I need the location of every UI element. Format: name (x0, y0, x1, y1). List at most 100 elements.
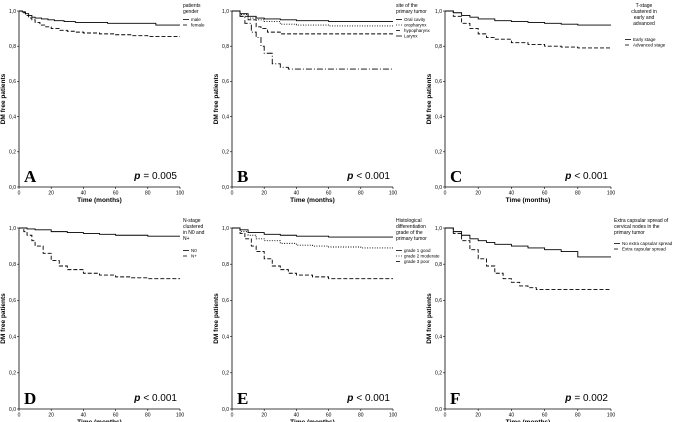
x-tick-label: 0 (231, 191, 234, 197)
x-tick-label: 20 (261, 413, 267, 419)
panel-a: 0,0 0,2 0,4 0,6 0,8 1,0 0 20 40 60 80 100 Time (mont… (0, 3, 205, 204)
x-tick-label: 100 (389, 413, 398, 419)
legend-entry: oropharynx (404, 23, 427, 28)
legend-title-line: Extra capsular spread of (614, 218, 669, 224)
x-tick-label: 80 (358, 191, 364, 197)
x-tick-label: 80 (358, 413, 364, 419)
y-axis-title: DM free patients (0, 73, 7, 124)
p-value: p < 0.001 (133, 393, 177, 404)
series-line-female (19, 10, 180, 37)
x-axis-title: Time (months) (290, 197, 335, 204)
y-tick-label: 0,2 (435, 150, 442, 156)
p-value-text: = 0.002 (574, 393, 608, 404)
legend-entry: Extra capsular spread (622, 247, 666, 252)
series-line-grade-1-good (232, 227, 393, 238)
legend-title-line: in N0 and (183, 230, 205, 236)
y-axis-title: DM free patients (213, 73, 220, 124)
p-value-symbol: p (346, 393, 353, 404)
x-tick-label: 60 (542, 191, 548, 197)
legend-entry: Larynx (404, 34, 418, 39)
y-tick-label: 0,8 (222, 44, 229, 50)
x-tick-label: 80 (145, 191, 151, 197)
y-tick-label: 0,2 (9, 150, 16, 156)
y-tick-label: 0,8 (435, 262, 442, 268)
p-value: p < 0.001 (346, 171, 390, 182)
p-value-text: < 0.001 (574, 171, 608, 182)
p-value-text: < 0.001 (356, 171, 390, 182)
y-tick-label: 0,2 (435, 371, 442, 377)
p-value-text: < 0.001 (143, 393, 177, 404)
p-value-text: = 0.005 (143, 171, 177, 182)
x-tick-label: 80 (575, 413, 581, 419)
series-line-grade-3-poor (232, 227, 393, 280)
x-tick-label: 40 (294, 191, 300, 197)
y-tick-label: 0,4 (9, 114, 16, 120)
p-value-symbol: p (564, 171, 571, 182)
y-axis-title: DM free patients (426, 73, 433, 124)
y-tick-label: 0,4 (435, 334, 442, 340)
legend-title-line: site of the (396, 3, 418, 9)
x-tick-label: 40 (509, 191, 515, 197)
x-tick-label: 100 (607, 413, 616, 419)
y-tick-label: 0,0 (435, 185, 442, 191)
panel-letter: F (450, 389, 460, 408)
y-tick-label: 0,2 (222, 150, 229, 156)
legend-title-line: differentiation (396, 224, 426, 230)
p-value-symbol: p (564, 393, 571, 404)
p-value: p = 0.002 (564, 393, 608, 404)
y-tick-label: 0,6 (9, 79, 16, 85)
x-tick-label: 60 (542, 413, 548, 419)
legend-entry: Oral cavity (404, 17, 426, 22)
x-tick-label: 60 (113, 413, 119, 419)
legend-title-line: cervical nodes in the (614, 224, 660, 230)
legend-title-line: N-stage (183, 218, 201, 224)
legend-title-line: primary tumor (396, 236, 427, 242)
series-line-n- (19, 227, 180, 280)
legend-title-line: T-stage (636, 3, 653, 9)
legend-entry: grade 2 moderate (404, 254, 440, 259)
x-tick-label: 0 (18, 191, 21, 197)
y-tick-label: 0,2 (9, 371, 16, 377)
legend-title-line: primary tumor (614, 230, 645, 236)
legend-title-line: N+ (183, 236, 190, 242)
x-axis-title: Time (months) (290, 419, 335, 422)
y-tick-label: 0,8 (435, 44, 442, 50)
series-line-extra-capsular-spread (445, 227, 611, 290)
panel-letter: C (450, 167, 462, 186)
y-tick-label: 1,0 (9, 226, 16, 232)
p-value-text: < 0.001 (356, 393, 390, 404)
panel-letter: D (24, 389, 36, 408)
y-tick-label: 1,0 (435, 9, 442, 15)
series-line-advanced-stage (445, 10, 611, 49)
legend-entry: female (191, 23, 205, 28)
y-tick-label: 0,4 (222, 334, 229, 340)
series-line-early-stage (445, 10, 611, 26)
x-tick-label: 0 (18, 413, 21, 419)
legend-entry: hypopharynx (404, 28, 431, 33)
x-tick-label: 40 (81, 191, 87, 197)
panel-letter: A (24, 167, 37, 186)
series-line-oropharynx (232, 10, 393, 27)
legend-title-line: patients (183, 3, 201, 9)
legend-title-line: early and (634, 15, 655, 21)
x-tick-label: 0 (444, 413, 447, 419)
x-axis-title: Time (months) (506, 419, 551, 422)
x-tick-label: 80 (145, 413, 151, 419)
x-tick-label: 80 (575, 191, 581, 197)
x-tick-label: 20 (48, 191, 54, 197)
legend-title-line: clustered (183, 224, 204, 230)
p-value: p = 0.005 (133, 171, 177, 182)
y-axis-title: DM free patients (213, 293, 220, 344)
y-tick-label: 0,4 (9, 334, 16, 340)
x-tick-label: 60 (326, 413, 332, 419)
series-line-oral-cavity (232, 10, 393, 23)
x-tick-label: 0 (444, 191, 447, 197)
y-tick-label: 0,6 (435, 298, 442, 304)
legend-title-line: advanced (633, 21, 655, 27)
legend-title-line: gender (183, 9, 199, 15)
x-tick-label: 20 (261, 191, 267, 197)
series-line-hypopharynx (232, 10, 393, 35)
x-tick-label: 20 (48, 413, 54, 419)
